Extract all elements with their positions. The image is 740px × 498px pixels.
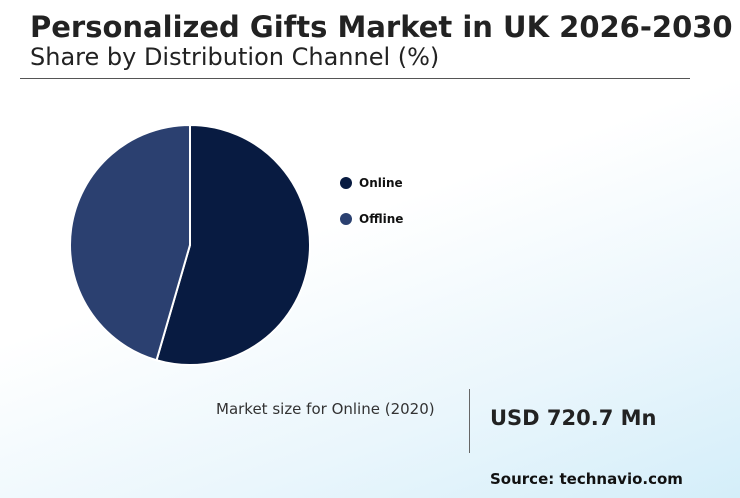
pie-slice-offline: [69, 123, 191, 362]
title-divider: [20, 78, 690, 79]
footer-divider: [469, 389, 470, 453]
legend-item-online: Online: [340, 174, 403, 192]
chart-subtitle: Share by Distribution Channel (%): [30, 43, 440, 71]
legend-swatch-online: [340, 177, 352, 189]
legend-label-online: Online: [359, 176, 403, 190]
legend-item-offline: Offline: [340, 210, 403, 228]
market-size-label: Market size for Online (2020): [216, 400, 435, 418]
market-size-value: USD 720.7 Mn: [490, 406, 657, 430]
source-credit: Source: technavio.com: [490, 470, 683, 488]
legend-swatch-offline: [340, 213, 352, 225]
chart-legend: Online Offline: [340, 174, 403, 246]
pie-chart: [69, 123, 311, 366]
pie-slice-online: [155, 123, 311, 366]
legend-label-offline: Offline: [359, 212, 404, 226]
chart-title: Personalized Gifts Market in UK 2026-203…: [30, 10, 733, 44]
